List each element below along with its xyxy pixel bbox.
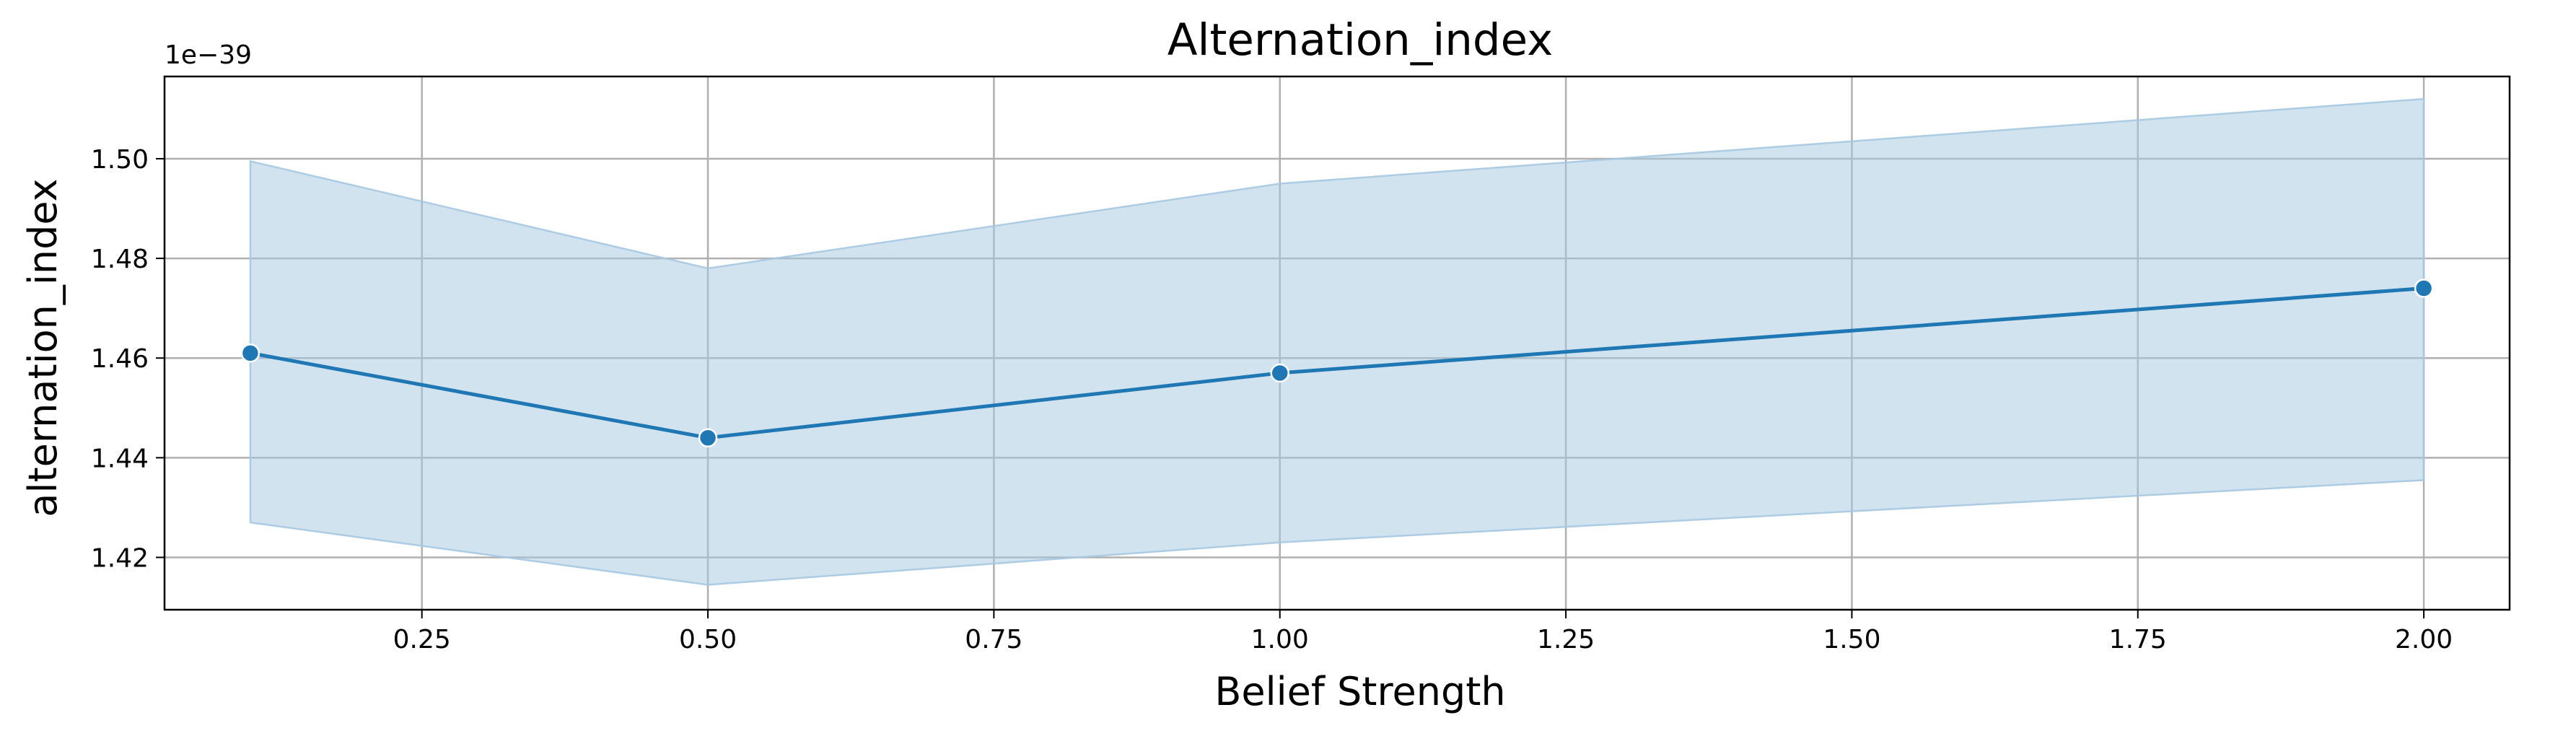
x-axis-label: Belief Strength [1214,669,1505,714]
x-tick-label: 2.00 [2395,625,2453,654]
x-tick-label: 1.75 [2109,625,2167,654]
y-tick-label: 1.44 [91,444,149,473]
x-tick-label: 1.50 [1823,625,1880,654]
data-point [2414,279,2434,298]
y-tick-label: 1.42 [91,543,149,573]
y-tick-label: 1.46 [91,344,149,374]
x-axis-ticks: 0.25 0.50 0.75 1.00 1.25 1.50 1.75 2.00 [393,610,2453,654]
x-tick-label: 1.00 [1251,625,1309,654]
x-tick-label: 0.25 [393,625,451,654]
data-point [1270,363,1289,383]
data-point [698,428,718,447]
confidence-band [249,97,2425,586]
plot-frame [163,75,2511,611]
chart-title: Alternation_index [1167,14,1553,66]
x-tick-label: 0.50 [679,625,737,654]
y-axis-label: alternation_index [20,178,66,517]
series-line-layer [248,286,2426,440]
data-point-layer [240,279,2434,447]
y-tick-label: 1.50 [91,145,149,175]
x-tick-label: 1.25 [1537,625,1595,654]
y-axis-ticks: 1.42 1.44 1.46 1.48 1.50 [91,145,165,573]
x-tick-label: 0.75 [965,625,1022,654]
y-tick-label: 1.48 [91,245,149,274]
y-axis-offset-label: 1e−39 [165,40,252,70]
data-point [240,343,260,363]
confidence-band-layer [249,97,2425,586]
series-line [248,286,2426,440]
